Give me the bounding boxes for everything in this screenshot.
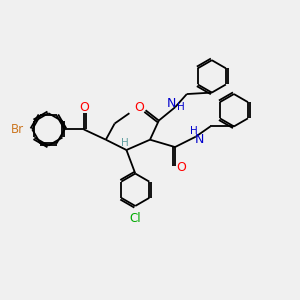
Text: N: N [194,133,204,146]
Text: O: O [79,101,89,114]
Text: H: H [121,138,129,148]
Text: N: N [167,97,176,110]
Text: Br: Br [11,123,24,136]
Text: H: H [177,102,185,112]
Text: H: H [190,126,198,136]
Text: O: O [177,161,186,174]
Text: O: O [134,101,144,114]
Text: Cl: Cl [130,212,141,225]
